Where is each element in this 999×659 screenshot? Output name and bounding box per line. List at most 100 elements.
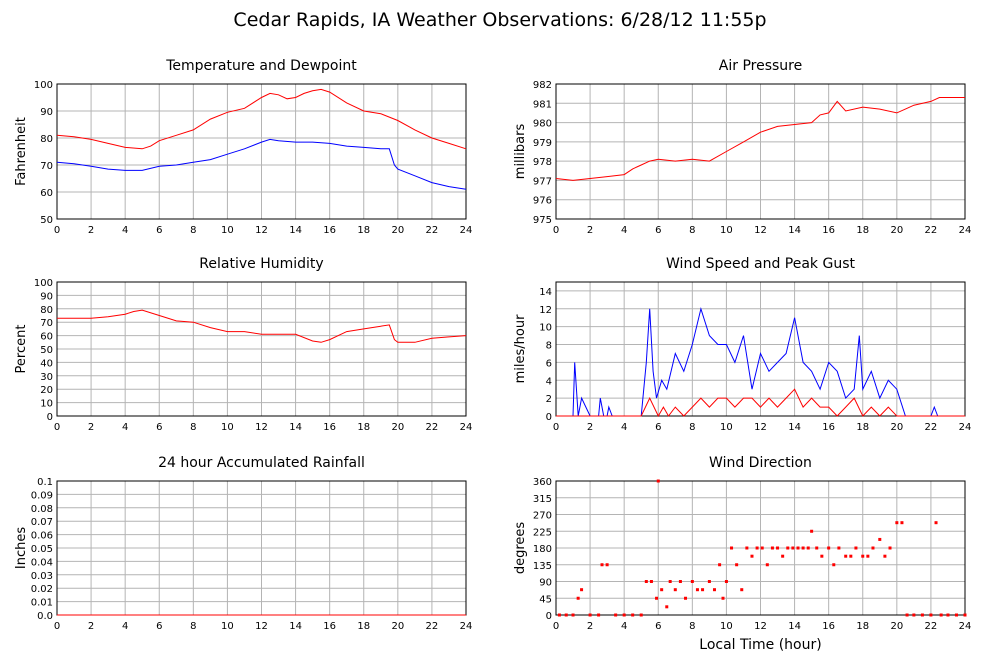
temp-series-0-line — [56, 88, 467, 150]
wind-ytick-label: 4 — [546, 376, 552, 387]
wind-ytick-label: 8 — [546, 341, 552, 352]
rain-xtick-label: 6 — [156, 621, 162, 632]
direction-point — [564, 613, 568, 617]
wind-xtick-label: 8 — [689, 422, 695, 433]
direction-point — [721, 596, 725, 600]
wind-xtick-label: 6 — [655, 422, 661, 433]
direction-ytick-label: 315 — [533, 494, 552, 505]
rain-xtick-label: 8 — [190, 621, 196, 632]
pressure-xtick-label: 12 — [754, 225, 767, 236]
direction-xtick-label: 22 — [925, 621, 938, 632]
direction-point — [684, 596, 688, 600]
direction-point — [695, 588, 699, 592]
pressure-xtick-label: 24 — [959, 225, 972, 236]
direction-xlabel: Local Time (hour) — [699, 637, 821, 653]
rain-xtick-label: 2 — [88, 621, 94, 632]
direction-point — [614, 613, 618, 617]
pressure-ytick-label: 977 — [533, 176, 552, 187]
humidity-ytick-label: 10 — [40, 399, 53, 410]
temp-xtick-label: 8 — [190, 225, 196, 236]
humidity-ytick-label: 80 — [40, 305, 53, 316]
direction-xtick-label: 4 — [621, 621, 627, 632]
temp-xtick-label: 2 — [88, 225, 94, 236]
temp-ytick-label: 100 — [34, 80, 53, 91]
temp-ytick-label: 90 — [40, 107, 53, 118]
pressure-ytick-label: 982 — [533, 80, 552, 91]
wind-title: Wind Speed and Peak Gust — [666, 256, 855, 272]
pressure-title: Air Pressure — [719, 58, 802, 74]
direction-point — [776, 546, 780, 550]
wind-xtick-label: 0 — [553, 422, 559, 433]
direction-point — [750, 554, 754, 558]
direction-point — [580, 588, 584, 592]
wind-xtick-label: 18 — [856, 422, 869, 433]
direction-point — [871, 546, 875, 550]
direction-ytick-label: 90 — [539, 578, 552, 589]
direction-point — [665, 605, 669, 609]
rain-xtick-label: 4 — [122, 621, 128, 632]
direction-point — [571, 613, 575, 617]
direction-point — [760, 546, 764, 550]
rain-ytick-label: 0.1 — [37, 477, 53, 488]
temp-xtick-label: 6 — [156, 225, 162, 236]
direction-point — [655, 596, 659, 600]
pressure-xtick-label: 20 — [890, 225, 903, 236]
direction-xtick-label: 24 — [959, 621, 972, 632]
direction-point — [806, 546, 810, 550]
temp-xtick-label: 16 — [323, 225, 336, 236]
humidity-xtick-label: 6 — [156, 422, 162, 433]
pressure-xtick-label: 4 — [621, 225, 627, 236]
direction-ytick-label: 225 — [533, 527, 552, 538]
humidity-ylabel: Percent — [14, 325, 29, 374]
direction-ytick-label: 180 — [533, 544, 552, 555]
direction-point — [912, 613, 916, 617]
pressure-xtick-label: 22 — [925, 225, 938, 236]
temp-xtick-label: 0 — [54, 225, 60, 236]
direction-point — [844, 554, 848, 558]
humidity-ytick-label: 50 — [40, 345, 53, 356]
direction-point — [946, 613, 950, 617]
wind-ylabel: miles/hour — [513, 314, 528, 383]
direction-point — [954, 613, 958, 617]
pressure-xtick-label: 18 — [856, 225, 869, 236]
temp-ytick-label: 60 — [40, 188, 53, 199]
rain-xtick-label: 20 — [391, 621, 404, 632]
direction-point — [712, 588, 716, 592]
direction-point — [883, 554, 887, 558]
direction-point — [649, 580, 653, 583]
direction-point — [765, 563, 769, 567]
direction-point — [678, 580, 682, 583]
direction-point — [939, 613, 943, 617]
humidity-xtick-label: 10 — [221, 422, 234, 433]
humidity-xtick-label: 18 — [357, 422, 370, 433]
direction-point — [735, 563, 739, 567]
direction-xtick-label: 0 — [553, 621, 559, 632]
direction-point — [639, 613, 643, 617]
direction-xtick-label: 20 — [890, 621, 903, 632]
direction-point — [557, 613, 561, 617]
humidity-ytick-label: 40 — [40, 358, 53, 369]
temp-xtick-label: 10 — [221, 225, 234, 236]
rain-xtick-label: 12 — [255, 621, 268, 632]
temp-xtick-label: 4 — [122, 225, 128, 236]
pressure-xtick-label: 8 — [689, 225, 695, 236]
direction-point — [690, 580, 694, 583]
direction-xtick-label: 2 — [587, 621, 593, 632]
humidity-xtick-label: 14 — [289, 422, 302, 433]
wind-ytick-label: 0 — [546, 412, 552, 423]
rain-ytick-label: 0.01 — [31, 598, 53, 609]
direction-point — [929, 613, 933, 617]
temp-xtick-label: 20 — [391, 225, 404, 236]
humidity-title: Relative Humidity — [199, 256, 323, 272]
direction-point — [781, 554, 785, 558]
pressure-plot-frame — [555, 83, 966, 220]
direction-point — [963, 613, 967, 617]
rain-ytick-label: 0.07 — [31, 517, 53, 528]
figure-title: Cedar Rapids, IA Weather Observations: 6… — [233, 9, 766, 31]
wind-xtick-label: 12 — [754, 422, 767, 433]
wind-plot-frame — [555, 281, 966, 417]
direction-point — [820, 554, 824, 558]
direction-point — [605, 563, 609, 567]
